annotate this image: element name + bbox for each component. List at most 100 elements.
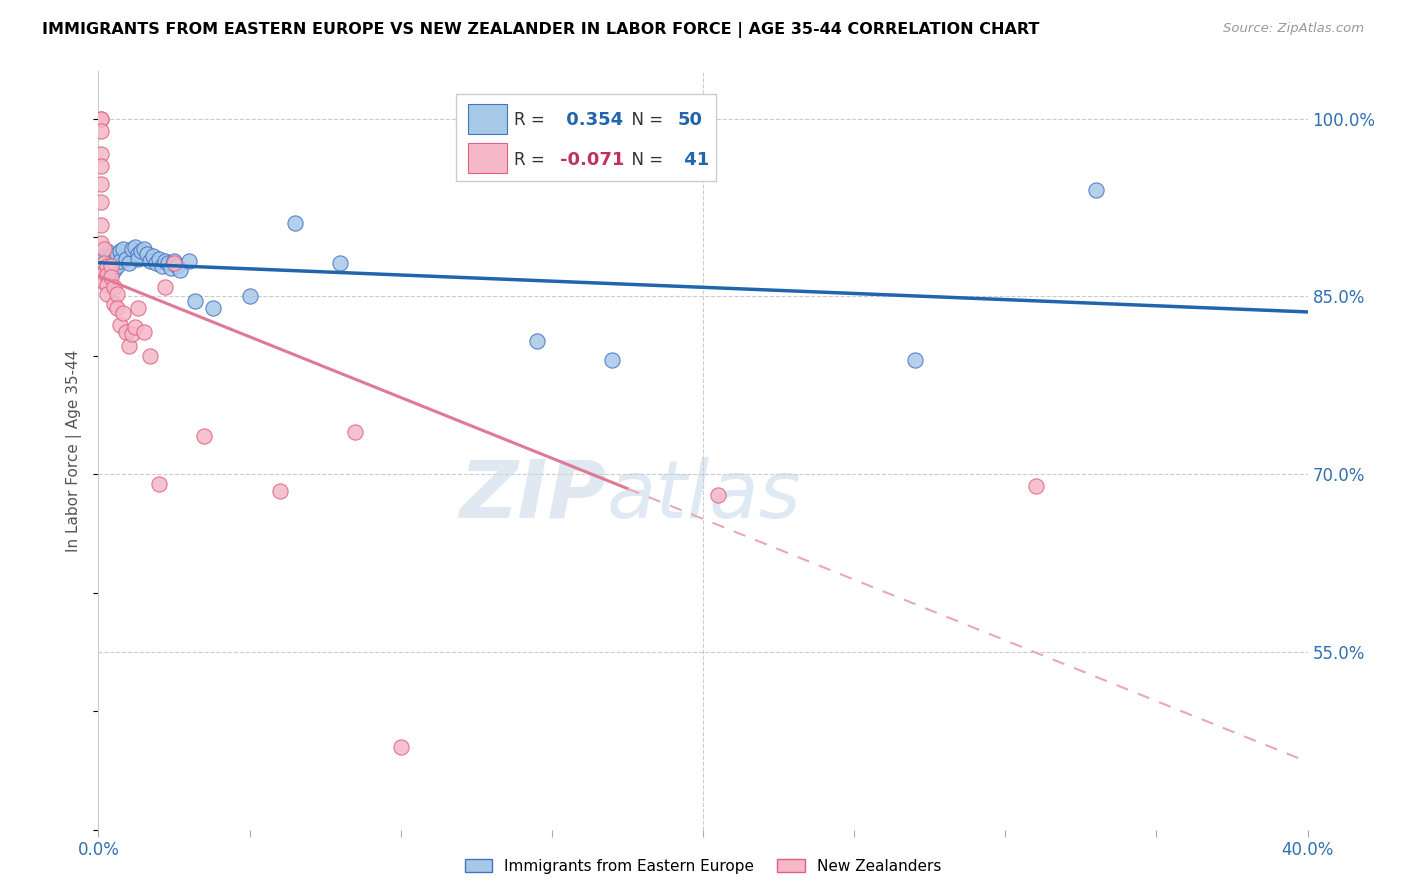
Text: ZIP: ZIP <box>458 457 606 535</box>
Point <box>100 256 122 270</box>
Point <box>160 260 183 275</box>
Point <box>103 259 125 273</box>
Point <box>96 259 118 273</box>
Point <box>90 159 112 173</box>
Point <box>124 240 146 254</box>
Point <box>602 353 624 368</box>
Point <box>135 247 157 261</box>
Point <box>193 429 215 443</box>
Point <box>96 277 118 292</box>
Point <box>526 334 548 349</box>
FancyBboxPatch shape <box>468 103 508 134</box>
FancyBboxPatch shape <box>457 95 716 181</box>
Point <box>90 112 112 126</box>
Point <box>103 252 125 266</box>
Point <box>148 252 170 266</box>
Point <box>163 253 186 268</box>
Point <box>145 256 167 270</box>
Point <box>153 280 176 294</box>
Text: IMMIGRANTS FROM EASTERN EUROPE VS NEW ZEALANDER IN LABOR FORCE | AGE 35-44 CORRE: IMMIGRANTS FROM EASTERN EUROPE VS NEW ZE… <box>42 22 1039 38</box>
Point <box>142 249 165 263</box>
Text: 41: 41 <box>678 151 709 169</box>
Point <box>96 266 118 280</box>
Point <box>389 739 412 754</box>
Point <box>100 259 122 273</box>
Point <box>121 327 143 342</box>
Point <box>90 177 112 191</box>
Point <box>93 256 115 270</box>
Point <box>96 268 118 282</box>
Point <box>93 242 115 256</box>
Text: Source: ZipAtlas.com: Source: ZipAtlas.com <box>1223 22 1364 36</box>
Point <box>93 266 115 280</box>
Point <box>105 247 128 261</box>
Point <box>904 353 927 368</box>
Text: 50: 50 <box>678 112 703 129</box>
Point <box>93 256 115 270</box>
Point <box>90 219 112 233</box>
Point <box>202 301 225 316</box>
Point <box>90 147 112 161</box>
Point <box>150 259 173 273</box>
Point <box>166 259 188 273</box>
Point <box>127 301 149 316</box>
Point <box>127 247 149 261</box>
Point <box>284 216 307 230</box>
Point <box>105 259 128 273</box>
Point <box>114 252 136 266</box>
Text: R =: R = <box>515 151 550 169</box>
Point <box>118 339 141 353</box>
Point <box>1085 183 1108 197</box>
Point <box>239 289 262 303</box>
Legend: Immigrants from Eastern Europe, New Zealanders: Immigrants from Eastern Europe, New Zeal… <box>458 853 948 880</box>
Text: -0.071: -0.071 <box>561 151 624 169</box>
Point <box>156 256 179 270</box>
Point <box>118 256 141 270</box>
Point <box>96 287 118 301</box>
Point <box>124 320 146 334</box>
Point <box>114 325 136 339</box>
FancyBboxPatch shape <box>468 143 508 173</box>
Point <box>163 256 186 270</box>
Point <box>103 280 125 294</box>
Text: atlas: atlas <box>606 457 801 535</box>
Text: N =: N = <box>621 112 668 129</box>
Point <box>108 318 131 332</box>
Point <box>93 266 115 280</box>
Point <box>96 252 118 266</box>
Point <box>100 270 122 285</box>
Point <box>93 275 115 289</box>
Point <box>103 296 125 310</box>
Point <box>103 263 125 277</box>
Point <box>148 476 170 491</box>
Point <box>344 425 367 439</box>
Point <box>90 253 112 268</box>
Point <box>169 263 191 277</box>
Point <box>108 244 131 259</box>
Point <box>129 244 152 259</box>
Point <box>329 256 352 270</box>
Point <box>707 488 730 502</box>
Point <box>105 301 128 316</box>
Point <box>1024 479 1046 493</box>
Point <box>132 325 155 339</box>
Point <box>179 253 201 268</box>
Point <box>132 242 155 256</box>
Point <box>108 253 131 268</box>
Point <box>127 252 149 266</box>
Point <box>153 253 176 268</box>
Text: N =: N = <box>621 151 668 169</box>
Point <box>100 249 122 263</box>
Point <box>90 194 112 209</box>
Point <box>111 306 134 320</box>
Point <box>111 242 134 256</box>
Point <box>90 123 112 137</box>
Point <box>90 236 112 251</box>
Text: R =: R = <box>515 112 550 129</box>
Point <box>184 294 207 309</box>
Point <box>100 260 122 275</box>
Point <box>105 287 128 301</box>
Text: 0.354: 0.354 <box>561 112 623 129</box>
Point <box>90 263 112 277</box>
Point <box>100 268 122 282</box>
